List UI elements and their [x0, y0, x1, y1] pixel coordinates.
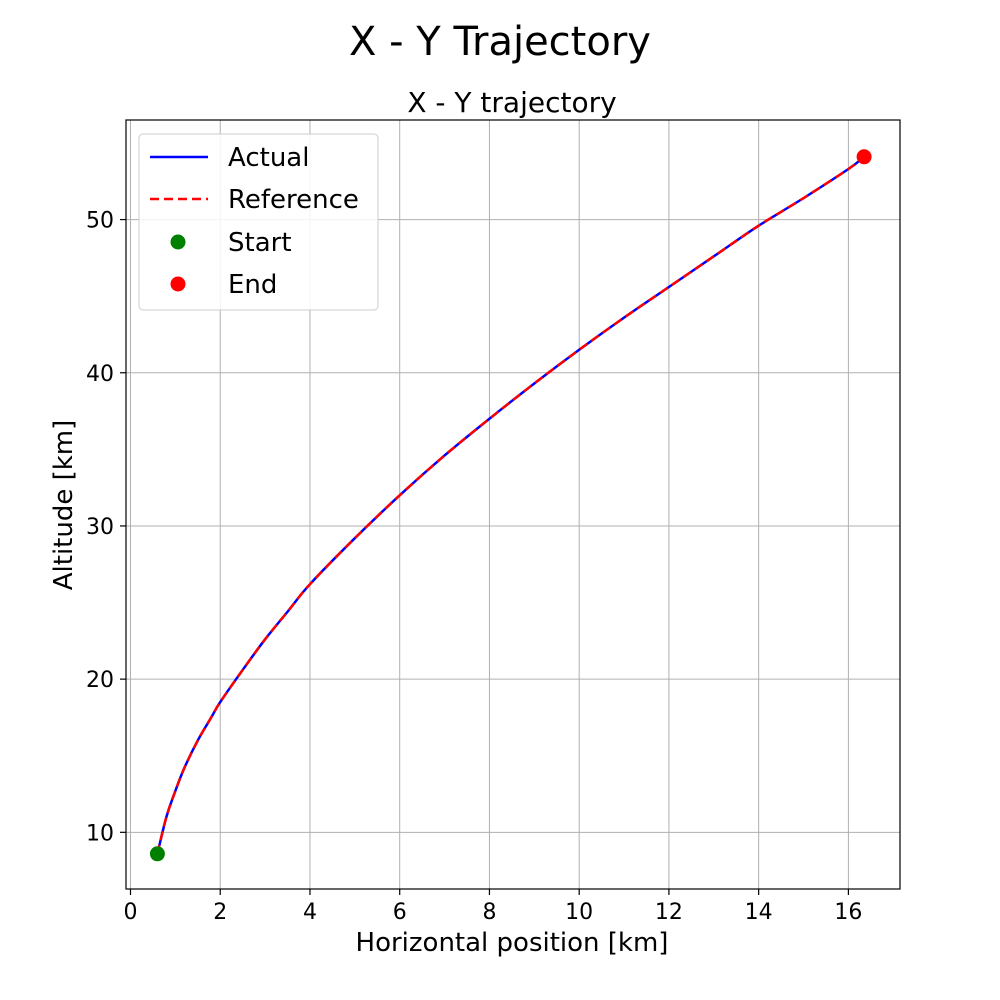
x-axis-label: Horizontal position [km]: [356, 928, 669, 958]
y-axis-label: Altitude [km]: [49, 420, 79, 591]
x-tick-label: 0: [123, 900, 137, 925]
x-tick-label: 4: [303, 900, 317, 925]
y-tick-label: 10: [86, 821, 114, 846]
legend-start-label: Start: [228, 228, 292, 258]
legend-actual-label: Actual: [228, 143, 309, 173]
x-tick-label: 8: [482, 900, 496, 925]
end-marker: [856, 149, 872, 165]
figure-title: X - Y Trajectory: [349, 19, 651, 65]
x-tick-label: 16: [834, 900, 862, 925]
series-layer: [156, 155, 865, 855]
legend-reference-label: Reference: [228, 185, 359, 215]
legend-end-swatch: [170, 276, 186, 292]
series-reference-line: [156, 155, 865, 855]
y-tick-label: 40: [86, 362, 114, 387]
y-tick-label: 20: [86, 668, 114, 693]
y-tick-label: 30: [86, 515, 114, 540]
axes-title: X - Y trajectory: [407, 86, 616, 119]
plot-frame: [125, 119, 901, 890]
markers-layer: [149, 149, 872, 862]
x-tick-label: 14: [745, 900, 773, 925]
legend-end-label: End: [228, 270, 277, 300]
x-tick-label: 10: [565, 900, 593, 925]
x-tick-label: 6: [393, 900, 407, 925]
ticks-layer: 0 2 4 6 8 10 12 14 16 10 20 30 40 50: [86, 209, 862, 925]
legend-start-swatch: [170, 234, 186, 250]
y-tick-label: 50: [86, 209, 114, 234]
legend: Actual Reference Start End: [138, 133, 379, 311]
x-tick-label: 2: [213, 900, 227, 925]
x-tick-label: 12: [655, 900, 683, 925]
start-marker: [149, 846, 165, 862]
legend-box: [138, 133, 379, 311]
